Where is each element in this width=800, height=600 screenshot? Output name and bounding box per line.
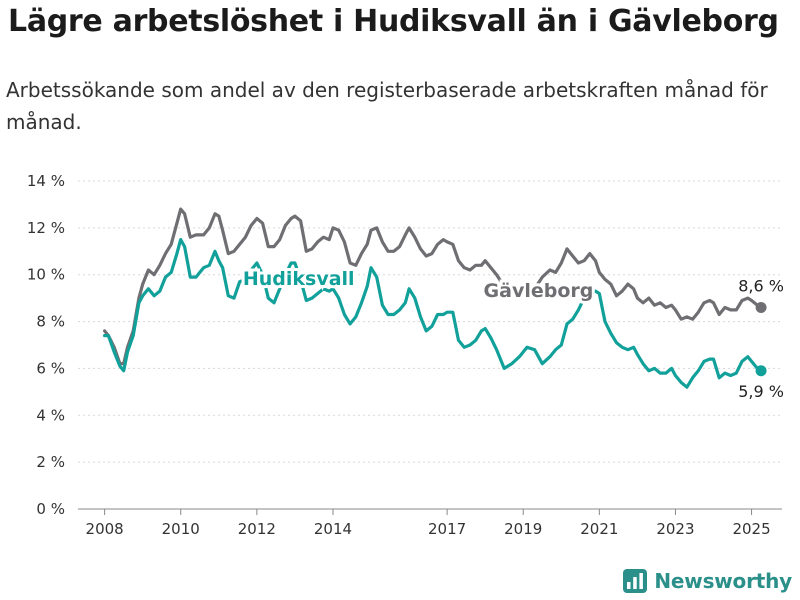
gridlines xyxy=(78,181,782,509)
end-point-hudiksvall xyxy=(756,365,767,376)
y-tick-label: 2 % xyxy=(36,453,65,471)
line-chart: 0 % 2 % 4 % 6 % 8 % 10 % 12 % 14 % 2008 2010 2012 2… xyxy=(0,0,800,600)
x-tick-label: 2023 xyxy=(656,520,694,538)
newsworthy-bar-chart-icon xyxy=(623,569,647,593)
x-tick-label: 2017 xyxy=(428,520,466,538)
end-point-gavleborg xyxy=(756,302,767,313)
series-line-gavleborg xyxy=(105,209,762,364)
series xyxy=(105,209,767,387)
x-tick-label: 2014 xyxy=(314,520,352,538)
labels: 8,6 % Gävleborg 5,9 % Hudiksvall xyxy=(243,268,784,401)
y-tick-label: 6 % xyxy=(36,359,65,377)
series-line-hudiksvall xyxy=(105,240,762,388)
x-tick-label: 2010 xyxy=(162,520,200,538)
brand-name: Newsworthy xyxy=(654,569,792,593)
y-tick-label: 4 % xyxy=(36,406,65,424)
newsworthy-logo: Newsworthy xyxy=(623,569,792,593)
y-tick-label: 0 % xyxy=(36,500,65,518)
x-tick-label: 2025 xyxy=(732,520,770,538)
y-tick-label: 14 % xyxy=(27,172,65,190)
y-tick-label: 8 % xyxy=(36,313,65,331)
series-name-label-gavleborg: Gävleborg xyxy=(484,280,594,302)
end-value-label-hudiksvall: 5,9 % xyxy=(738,382,784,401)
y-tick-label: 10 % xyxy=(27,266,65,284)
end-value-label-gavleborg: 8,6 % xyxy=(738,277,784,296)
x-tick-label: 2012 xyxy=(238,520,276,538)
x-tick-label: 2008 xyxy=(86,520,124,538)
axes: 0 % 2 % 4 % 6 % 8 % 10 % 12 % 14 % 2008 2010 2012 2… xyxy=(27,172,782,538)
y-tick-label: 12 % xyxy=(27,219,65,237)
x-tick-label: 2021 xyxy=(580,520,618,538)
x-tick-label: 2019 xyxy=(504,520,542,538)
series-name-label-hudiksvall: Hudiksvall xyxy=(243,268,355,290)
